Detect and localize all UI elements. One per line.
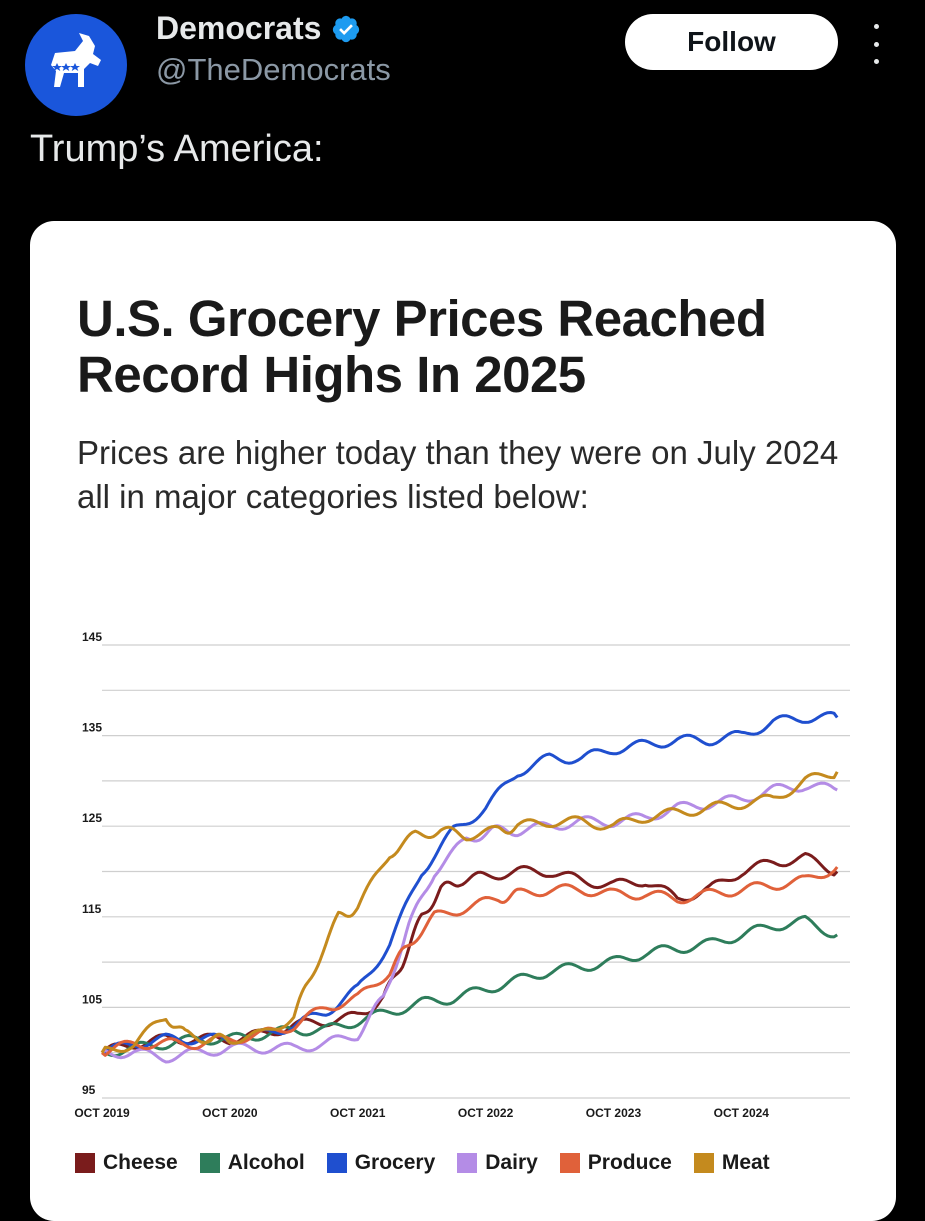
x-tick-label: OCT 2020: [202, 1106, 258, 1120]
legend-item-produce: Produce: [559, 1151, 672, 1175]
legend-swatch: [75, 1153, 95, 1173]
series-line-dairy: [101, 781, 838, 1064]
series-line-cheese: [100, 852, 839, 1054]
media-card[interactable]: U.S. Grocery Prices Reached Record Highs…: [30, 221, 896, 1221]
x-tick-label: OCT 2024: [714, 1106, 770, 1120]
legend-label: Alcohol: [227, 1151, 305, 1174]
series-line-grocery: [102, 711, 839, 1055]
line-chart: 95 105 115 125 135 145 OCT 2019 OCT 2020 OCT 202…: [74, 630, 850, 1120]
donkey-logo-icon: [51, 33, 101, 87]
y-tick-label: 95: [82, 1083, 96, 1097]
author-name-row: Democrats: [156, 10, 361, 47]
avatar[interactable]: [25, 14, 127, 116]
x-tick-label: OCT 2019: [74, 1106, 130, 1120]
series-line-meat: [100, 771, 839, 1054]
x-tick-label: OCT 2023: [586, 1106, 642, 1120]
legend-swatch: [559, 1153, 580, 1173]
post-text: Trump’s America:: [30, 128, 324, 170]
legend-label: Grocery: [354, 1151, 436, 1174]
legend-label: Cheese: [103, 1151, 178, 1174]
legend-item-alcohol: Alcohol: [199, 1151, 305, 1175]
legend-label: Produce: [587, 1151, 672, 1174]
y-tick-label: 125: [82, 811, 102, 825]
more-options-icon[interactable]: [866, 24, 886, 64]
legend-item-cheese: Cheese: [75, 1151, 178, 1175]
chart-title: U.S. Grocery Prices Reached Record Highs…: [77, 290, 767, 403]
y-tick-label: 105: [82, 992, 102, 1006]
chart-subtitle: Prices are higher today than they were o…: [77, 434, 839, 515]
verified-badge-icon: [333, 15, 360, 42]
x-tick-label: OCT 2021: [330, 1106, 386, 1120]
legend-swatch: [457, 1153, 478, 1173]
chart-legend: Cheese Alcohol Grocery Dairy Produce Meat: [75, 1151, 792, 1175]
legend-swatch: [693, 1153, 714, 1173]
y-tick-label: 145: [82, 630, 102, 644]
x-tick-label: OCT 2022: [458, 1106, 514, 1120]
handle[interactable]: @TheDemocrats: [156, 52, 391, 87]
legend-item-dairy: Dairy: [457, 1151, 538, 1175]
legend-swatch: [326, 1153, 347, 1173]
legend-label: Meat: [721, 1151, 770, 1174]
y-tick-label: 135: [82, 721, 102, 735]
legend-item-grocery: Grocery: [326, 1151, 436, 1175]
y-tick-label: 115: [82, 902, 102, 916]
legend-label: Dairy: [485, 1151, 538, 1174]
legend-item-meat: Meat: [693, 1151, 770, 1175]
series-line-produce: [101, 866, 839, 1057]
follow-button[interactable]: Follow: [625, 14, 838, 70]
display-name[interactable]: Democrats: [156, 10, 322, 46]
legend-swatch: [199, 1153, 220, 1173]
